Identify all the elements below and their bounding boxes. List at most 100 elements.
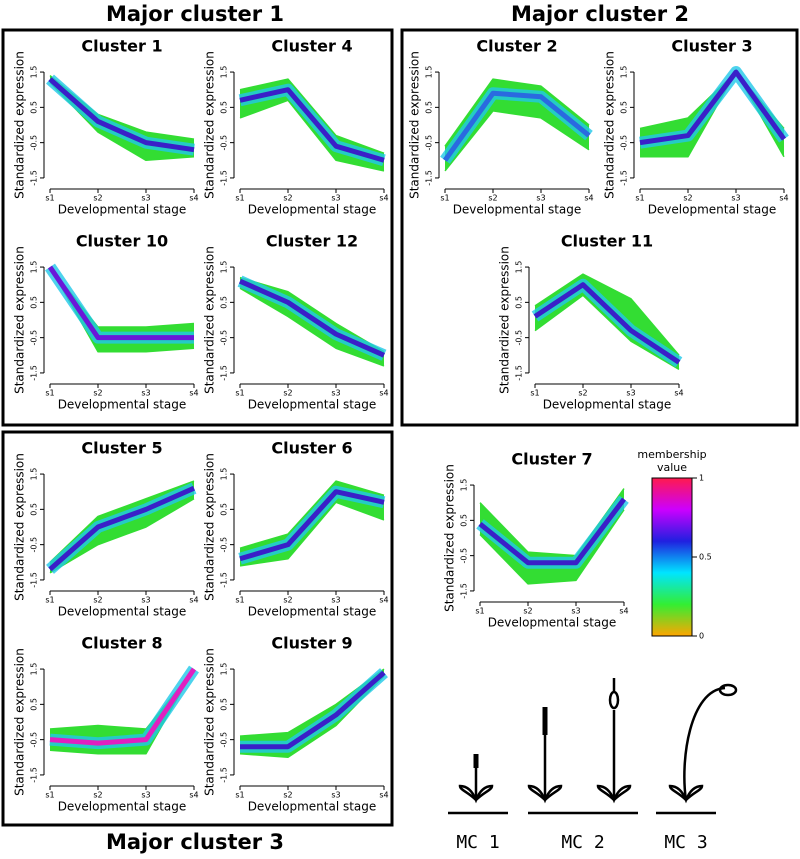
y-axis-label: Standardized expression: [443, 464, 457, 612]
x-tick-label: s3: [536, 194, 545, 203]
series-line: [48, 485, 196, 572]
x-tick-label: s4: [189, 194, 198, 203]
series-line: [533, 282, 681, 365]
y-tick-label: 1.5: [620, 66, 629, 79]
x-tick-label: s3: [571, 607, 580, 616]
stage-label: MC 1: [456, 832, 499, 853]
chart-title: Cluster 2: [476, 37, 557, 56]
y-axis-label: Standardized expression: [603, 51, 617, 199]
y-tick-label: 1.5: [30, 66, 39, 79]
chart-title: Cluster 7: [511, 450, 592, 469]
y-tick-label: -1.5: [220, 170, 229, 186]
y-axis-label: Standardized expression: [13, 246, 27, 394]
group-box: [400, 28, 799, 427]
colorbar-tick-label: 0: [699, 632, 704, 641]
x-tick-label: s1: [440, 194, 449, 203]
series-line: [49, 667, 197, 746]
x-tick-label: s1: [235, 596, 244, 605]
x-tick-label: s2: [283, 596, 292, 605]
x-tick-label: s3: [141, 596, 150, 605]
y-tick-label: 0.5: [30, 698, 39, 711]
colorbar-title: membership value: [637, 448, 706, 474]
y-tick-label: -1.5: [220, 365, 229, 381]
x-tick-label: s3: [141, 194, 150, 203]
y-tick-label: 0.5: [515, 296, 524, 309]
y-tick-label: -1.5: [460, 583, 469, 599]
x-tick-label: s1: [235, 194, 244, 203]
x-axis-label: Developmental stage: [58, 605, 187, 619]
y-tick-label: -1.5: [30, 170, 39, 186]
y-tick-label: -1.5: [30, 572, 39, 588]
x-axis-label: Developmental stage: [58, 203, 187, 217]
x-tick-label: s3: [331, 389, 340, 398]
y-tick-label: -0.5: [220, 537, 229, 553]
series-line: [444, 110, 590, 172]
y-tick-label: 0.5: [620, 101, 629, 114]
x-tick-label: s4: [584, 194, 593, 203]
x-tick-label: s2: [283, 791, 292, 800]
series-line: [479, 509, 625, 585]
y-tick-label: -0.5: [220, 330, 229, 346]
series-line: [239, 78, 385, 154]
group-title: Major cluster 3: [106, 830, 284, 854]
y-tick-label: 1.5: [220, 468, 229, 481]
y-axis-label: Standardized expression: [13, 51, 27, 199]
x-tick-label: s2: [683, 194, 692, 203]
y-tick-label: 1.5: [425, 66, 434, 79]
y-tick-label: -1.5: [220, 767, 229, 783]
colorbar-tick-label: 1: [699, 474, 704, 483]
series-line: [239, 501, 385, 567]
y-tick-label: -0.5: [220, 135, 229, 151]
group-title: Major cluster 2: [511, 2, 689, 26]
stage-label: MC 3: [664, 832, 707, 853]
chart-title: Cluster 12: [266, 232, 358, 251]
chart-title: Cluster 6: [271, 439, 352, 458]
series-line: [442, 90, 591, 162]
series-line: [534, 273, 680, 356]
x-tick-label: s2: [93, 194, 102, 203]
y-tick-label: 1.5: [515, 261, 524, 274]
x-tick-label: s2: [93, 791, 102, 800]
x-tick-label: s2: [578, 389, 587, 398]
x-tick-label: s3: [141, 389, 150, 398]
chart-title: Cluster 3: [671, 37, 752, 56]
series-line: [444, 78, 590, 147]
colorbar-tick-label: 0.5: [699, 553, 712, 562]
y-tick-label: -0.5: [30, 135, 39, 151]
y-tick-label: 1.5: [30, 261, 39, 274]
x-tick-label: s3: [626, 389, 635, 398]
y-tick-label: -0.5: [460, 548, 469, 564]
y-tick-label: 0.5: [30, 503, 39, 516]
y-tick-label: 1.5: [220, 66, 229, 79]
series-line: [238, 278, 386, 358]
series-line: [240, 670, 386, 750]
x-tick-label: s4: [779, 194, 788, 203]
plant-drawings: [448, 678, 738, 815]
x-tick-label: s1: [45, 389, 54, 398]
y-axis-label: Standardized expression: [203, 246, 217, 394]
y-tick-label: 0.5: [425, 101, 434, 114]
x-axis-label: Developmental stage: [248, 203, 377, 217]
x-axis-label: Developmental stage: [648, 203, 777, 217]
band-core: [238, 485, 386, 565]
y-tick-label: -0.5: [30, 330, 39, 346]
x-tick-label: s2: [283, 194, 292, 203]
chart-title: Cluster 9: [271, 634, 352, 653]
x-tick-label: s1: [235, 791, 244, 800]
y-axis-label: Standardized expression: [13, 648, 27, 796]
y-tick-label: 0.5: [220, 296, 229, 309]
x-axis-label: Developmental stage: [543, 398, 672, 412]
series-line: [47, 265, 194, 341]
x-tick-label: s3: [331, 194, 340, 203]
y-tick-label: 1.5: [30, 468, 39, 481]
chart-title: Cluster 8: [81, 634, 162, 653]
chart-title: Cluster 4: [271, 37, 352, 56]
x-tick-label: s4: [379, 596, 388, 605]
x-tick-label: s2: [488, 194, 497, 203]
series-line: [239, 489, 385, 562]
x-tick-label: s1: [635, 194, 644, 203]
x-tick-label: s3: [331, 791, 340, 800]
y-tick-label: 1.5: [220, 663, 229, 676]
x-tick-label: s4: [189, 389, 198, 398]
